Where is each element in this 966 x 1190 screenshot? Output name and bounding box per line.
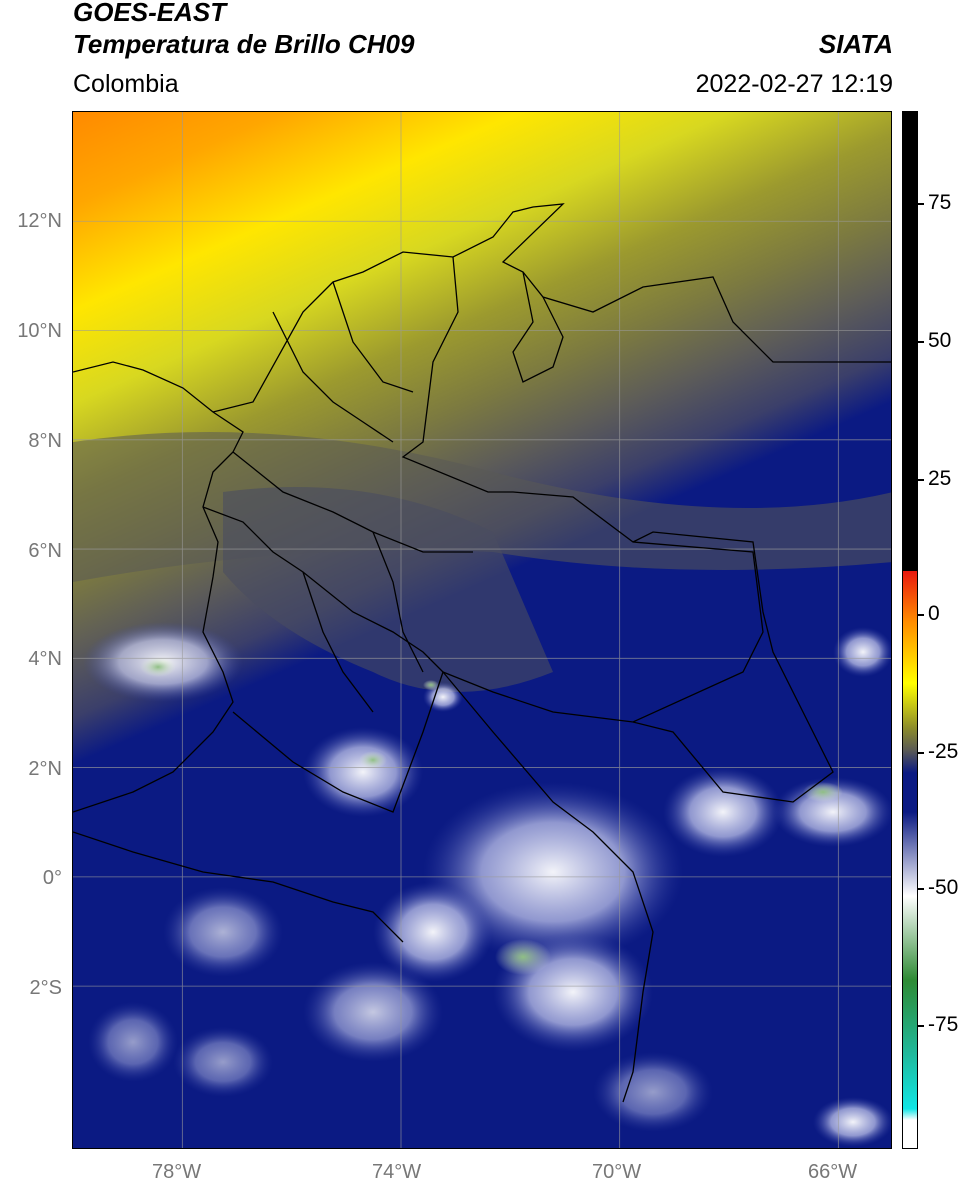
timestamp-label: 2022-02-27 12:19 bbox=[695, 70, 893, 98]
product-title: Temperatura de Brillo CH09 bbox=[73, 29, 415, 59]
colorbar-tick-neg75 bbox=[918, 1025, 924, 1027]
boundaries bbox=[73, 203, 891, 1103]
pacific-coast bbox=[73, 361, 244, 813]
colorbar-label-75: 75 bbox=[928, 191, 952, 214]
colorbar-label-neg25: -25 bbox=[928, 740, 959, 763]
lon-label-70w: 70°W bbox=[592, 1161, 642, 1183]
interior-5 bbox=[302, 571, 374, 713]
lat-label-2n: 2°N bbox=[28, 758, 62, 780]
colorbar-label-50: 50 bbox=[928, 329, 952, 352]
graticule bbox=[73, 112, 891, 1148]
andes-zone bbox=[223, 487, 553, 692]
lat-label-8n: 8°N bbox=[28, 430, 62, 452]
colombia-border bbox=[232, 256, 764, 813]
ecuador-border bbox=[73, 831, 404, 943]
colorbar-label-0: 0 bbox=[928, 602, 940, 625]
colorbar-label-25: 25 bbox=[928, 467, 952, 490]
lake-maracaibo bbox=[512, 271, 564, 383]
lat-label-10n: 10°N bbox=[17, 320, 62, 342]
brightness-temperature-image bbox=[73, 112, 891, 1148]
lon-label-74w: 74°W bbox=[372, 1161, 422, 1183]
lon-label-66w: 66°W bbox=[808, 1161, 858, 1183]
interior-6 bbox=[372, 531, 424, 673]
coldest-tops bbox=[140, 657, 843, 975]
colombia-peru-border bbox=[442, 671, 654, 1103]
lat-label-6n: 6°N bbox=[28, 540, 62, 562]
lon-label-78w: 78°W bbox=[152, 1161, 202, 1183]
interior-1 bbox=[202, 506, 444, 673]
colorbar-tick-75 bbox=[918, 203, 924, 205]
lat-label-12n: 12°N bbox=[17, 210, 62, 232]
colorbar-tick-25 bbox=[918, 479, 924, 481]
colorbar-label-neg50: -50 bbox=[928, 876, 959, 899]
colorbar-tick-0 bbox=[918, 614, 924, 616]
lat-label-4n: 4°N bbox=[28, 648, 62, 670]
colorbar-label-neg75: -75 bbox=[928, 1013, 959, 1036]
satellite-map[interactable] bbox=[72, 111, 892, 1149]
interior-3 bbox=[272, 311, 394, 443]
colorbar-tick-neg50 bbox=[918, 888, 924, 890]
colorbar-tick-neg25 bbox=[918, 752, 924, 754]
lat-label-0: 0° bbox=[42, 867, 62, 889]
interior-2 bbox=[232, 451, 473, 553]
venezuela-brazil-border bbox=[632, 531, 834, 803]
lat-label-2s: 2°S bbox=[29, 977, 62, 999]
interior-4 bbox=[332, 281, 414, 393]
satellite-title: GOES-EAST bbox=[73, 0, 227, 27]
region-label: Colombia bbox=[73, 70, 179, 98]
colorbar bbox=[902, 111, 918, 1149]
source-label: SIATA bbox=[818, 29, 893, 59]
caribbean-coast bbox=[212, 203, 891, 413]
colorbar-tick-50 bbox=[918, 341, 924, 343]
